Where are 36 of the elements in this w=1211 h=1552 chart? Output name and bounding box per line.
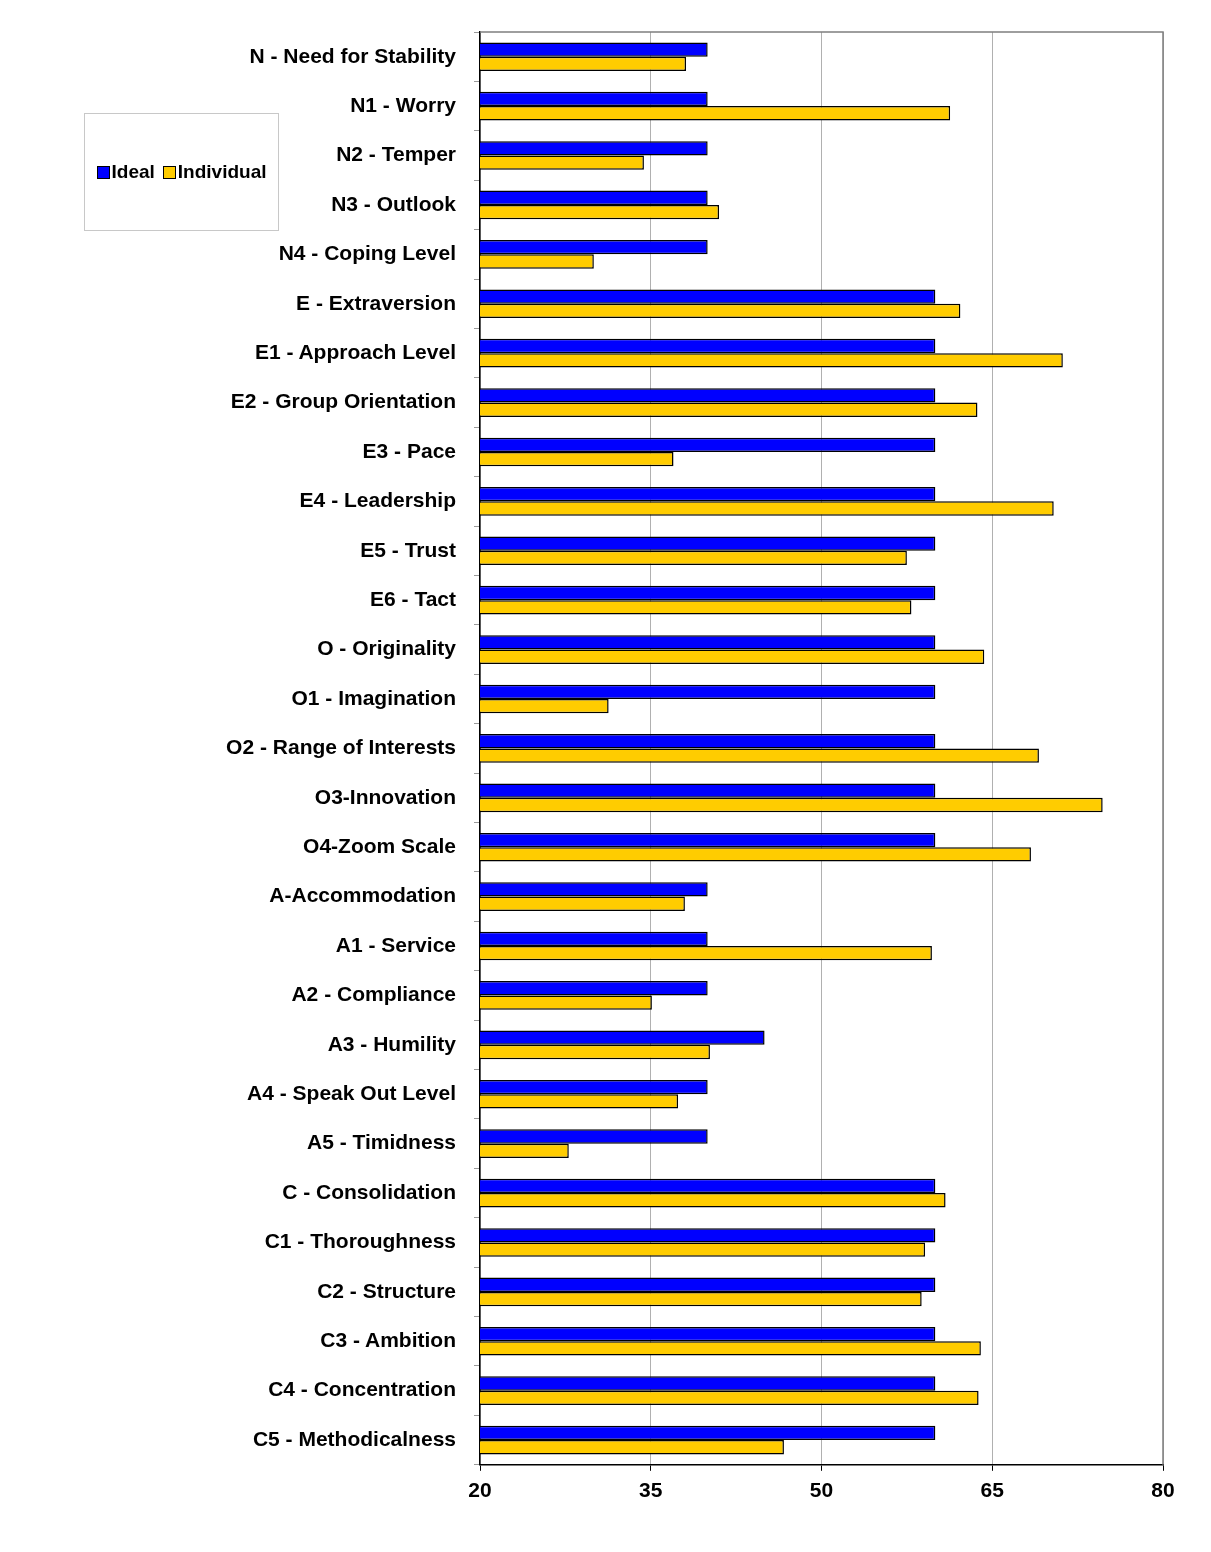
x-tick-label: 20 bbox=[468, 1478, 492, 1502]
y-tick-label: E5 - Trust bbox=[360, 537, 456, 561]
y-tick-label: E6 - Tact bbox=[370, 586, 457, 610]
y-tick-label: C2 - Structure bbox=[317, 1278, 456, 1302]
x-tick-label: 65 bbox=[980, 1478, 1005, 1502]
y-tick-label: N1 - Worry bbox=[350, 92, 457, 116]
y-tick-label: N - Need for Stability bbox=[249, 43, 457, 67]
y-tick-label: E2 - Group Orientation bbox=[230, 389, 456, 413]
y-tick-label: N4 - Coping Level bbox=[278, 241, 456, 265]
y-tick-label: A4 - Speak Out Level bbox=[247, 1081, 456, 1105]
y-tick-label: O - Originality bbox=[317, 636, 457, 660]
y-tick-label: O2 - Range of Interests bbox=[226, 735, 456, 759]
y-tick-label: E4 - Leadership bbox=[299, 488, 456, 512]
y-tick-label: C - Consolidation bbox=[282, 1179, 456, 1203]
y-tick-label: A-Accommodation bbox=[269, 883, 456, 907]
legend-label: Individual bbox=[176, 161, 267, 183]
x-tick-label: 80 bbox=[1151, 1478, 1175, 1502]
legend-label: Ideal bbox=[110, 161, 155, 183]
y-tick-label: O1 - Imagination bbox=[291, 685, 456, 709]
y-tick-label: E - Extraversion bbox=[296, 290, 456, 314]
y-tick-label: N2 - Temper bbox=[336, 142, 456, 166]
y-tick-label: O3-Innovation bbox=[314, 784, 456, 808]
y-tick-label: O4-Zoom Scale bbox=[303, 834, 456, 858]
y-tick-label: A1 - Service bbox=[335, 932, 456, 956]
y-tick-label: E1 - Approach Level bbox=[254, 339, 456, 363]
y-tick-label: A5 - Timidness bbox=[307, 1130, 456, 1154]
y-tick-label: C1 - Thoroughness bbox=[264, 1229, 456, 1253]
x-tick-label: 35 bbox=[639, 1478, 663, 1502]
y-tick-label: N3 - Outlook bbox=[331, 191, 457, 215]
y-tick-label: C5 - Methodicalness bbox=[252, 1426, 456, 1450]
y-tick-label: C3 - Ambition bbox=[320, 1328, 456, 1352]
y-tick-label: A2 - Compliance bbox=[291, 982, 456, 1006]
x-tick-label: 50 bbox=[809, 1478, 834, 1502]
y-tick-label: E3 - Pace bbox=[362, 438, 456, 462]
y-tick-label: C4 - Concentration bbox=[268, 1377, 456, 1401]
y-tick-label: A3 - Humility bbox=[327, 1031, 457, 1055]
